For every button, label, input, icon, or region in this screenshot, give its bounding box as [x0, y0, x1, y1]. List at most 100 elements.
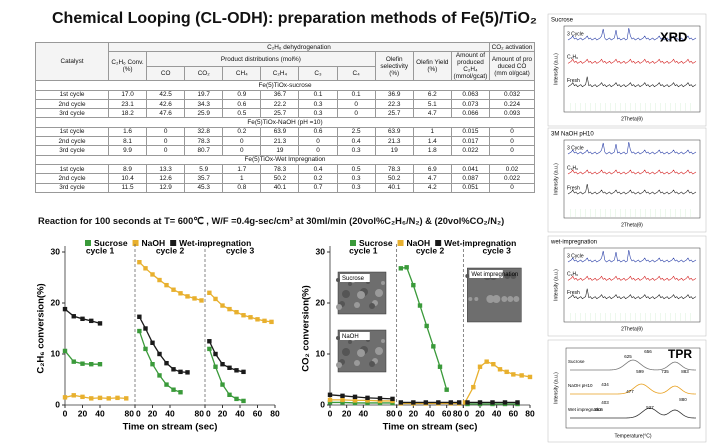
xrd-panel [547, 235, 707, 337]
series-line [329, 394, 393, 400]
data-point [398, 400, 404, 405]
tpr-panel [547, 339, 707, 443]
data-point [97, 395, 103, 401]
xrd-frame [563, 247, 701, 323]
x-tick-label: 20 [78, 408, 88, 418]
series-line [400, 266, 448, 390]
tpr-peak-label: 434 [601, 382, 609, 387]
data-point [404, 265, 409, 270]
legend-swatch [435, 240, 442, 246]
x-tick-label: 20 [409, 408, 419, 418]
slide-title: Chemical Looping (CL-ODH): preparation m… [52, 10, 538, 27]
data-point [437, 364, 443, 369]
series-line [138, 261, 202, 302]
data-point [377, 396, 383, 401]
y-axis-label: CO₂ conversion(%) [301, 285, 312, 372]
tpr-title: TPR [668, 347, 692, 361]
legend-swatch [397, 240, 404, 246]
legend-swatch [85, 240, 91, 246]
y-tick-label: 30 [316, 246, 326, 256]
x-tick-label: 20 [148, 408, 158, 418]
tpr-x-label: Temperature(°C) [614, 433, 651, 439]
data-point [241, 369, 246, 375]
xrd-trace-label: C₂H₆ [567, 55, 578, 61]
sem-texture [336, 362, 342, 368]
data-point [448, 400, 454, 405]
x-tick-label: 0 [206, 408, 211, 418]
x-tick-label: 40 [492, 408, 502, 418]
sem-texture [348, 340, 352, 344]
data-point [137, 328, 142, 334]
data-point [262, 318, 267, 324]
data-point [365, 398, 370, 403]
data-point [143, 266, 148, 271]
data-point [71, 359, 76, 364]
sem-label-bg [340, 274, 370, 282]
data-point [164, 360, 169, 366]
x-tick-label: 80 [453, 408, 463, 418]
sem-texture [369, 361, 375, 367]
tpr-peak-label: 477 [626, 389, 634, 394]
sem-texture [486, 295, 495, 303]
sem-texture [465, 274, 470, 278]
sem-texture [492, 295, 501, 303]
sem-texture [501, 296, 508, 302]
data-point [248, 315, 253, 320]
sem-texture [375, 347, 383, 355]
sem-label: Sucrose [342, 276, 365, 282]
table-row: 3rd cycle 11.5 12.9 45.3 0.8 40.1 0.7 0.3 40.1 4.… [35, 182, 535, 193]
xrd-trace-label: Fresh [567, 78, 580, 84]
x-tick-label: 80 [195, 408, 205, 418]
data-point [227, 365, 232, 370]
xrd-trace-label: 3 Cycle [567, 145, 584, 151]
data-point [97, 362, 103, 367]
x-tick-label: 40 [95, 408, 105, 418]
y-tick-label: 10 [316, 348, 326, 358]
legend-swatch [170, 240, 177, 246]
xrd-pattern [567, 275, 697, 281]
x-tick-label: 80 [386, 408, 396, 418]
data-point [185, 294, 190, 299]
data-point [157, 277, 162, 283]
data-point [115, 395, 120, 401]
data-point [398, 266, 404, 271]
tpr-label: NaOH pH10 [568, 383, 593, 388]
x-tick-label: 20 [218, 408, 228, 418]
x-tick-label: 20 [475, 408, 485, 418]
data-point [227, 306, 232, 312]
data-point [185, 370, 190, 375]
sem-texture [336, 278, 340, 282]
x-tick-label: 0 [328, 408, 333, 418]
sem-texture [381, 281, 385, 285]
data-point [241, 313, 246, 318]
xrd-trace-label: C₂H₆ [567, 272, 578, 278]
xrd-y-label: Intensity (a.u.) [553, 163, 559, 195]
table-row: 1st cycle 1.6 0 32.8 0.2 63.9 0.6 2.5 63.9 1 0.015… [35, 126, 535, 138]
data-point [89, 396, 94, 401]
legend-label: NaOH [407, 238, 431, 248]
data-point [352, 400, 358, 406]
xrd-sample: wet-impregnation [550, 240, 597, 246]
x-tick-label: 80 [525, 408, 535, 418]
series-line [330, 401, 393, 404]
xrd-pattern [567, 76, 697, 88]
data-point [462, 400, 468, 405]
data-point [377, 398, 383, 404]
data-point [80, 361, 85, 366]
xrd-panel [547, 13, 707, 127]
table-row: CO CO₂ CH₄ C₂H₄ C₃ C₄ [36, 65, 535, 82]
x-tick-label: 40 [235, 408, 245, 418]
tpr-y-label: Intensity (a.u.) [553, 372, 559, 404]
xrd-x-label: 2Theta(θ) [621, 326, 643, 332]
data-point [327, 392, 333, 397]
data-point [220, 303, 225, 308]
sem-texture [354, 302, 360, 308]
x-tick-label: 60 [442, 408, 452, 418]
data-point [207, 339, 212, 344]
sem-texture [336, 336, 340, 340]
data-point [171, 387, 176, 392]
data-point [178, 291, 183, 296]
series-line [138, 330, 181, 393]
data-point [137, 260, 142, 265]
